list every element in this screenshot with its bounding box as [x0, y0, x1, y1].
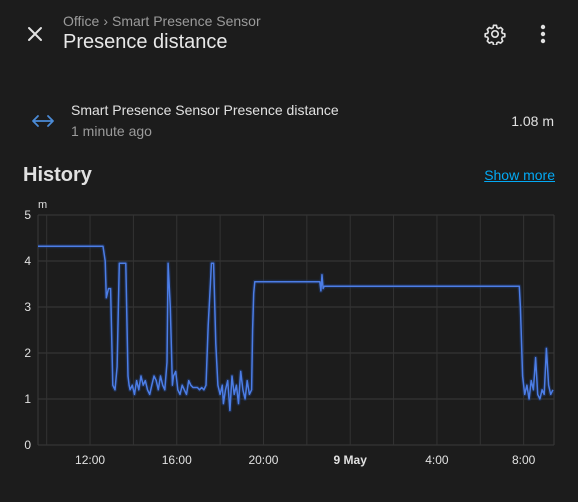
y-tick-label: 5 — [24, 208, 31, 222]
last-changed: 1 minute ago — [71, 123, 152, 139]
settings-button[interactable] — [479, 18, 511, 50]
y-tick-label: 4 — [24, 254, 31, 268]
y-tick-label: 3 — [24, 300, 31, 314]
overflow-menu-button[interactable] — [527, 18, 559, 50]
page-title: Presence distance — [63, 31, 228, 53]
y-tick-label: 0 — [24, 438, 31, 452]
chevron-right-icon: › — [103, 13, 108, 29]
x-tick-label: 4:00 — [425, 453, 449, 467]
y-tick-label: 2 — [24, 346, 31, 360]
dialog-header: Office › Smart Presence Sensor Presence … — [0, 0, 578, 70]
x-tick-label: 9 May — [334, 453, 368, 467]
entity-state: 1.08 m — [511, 113, 554, 129]
entity-name: Smart Presence Sensor Presence distance — [71, 102, 339, 118]
history-chart[interactable]: 0 1 2 3 4 5m 12:00 16:00 20:00 9 May 4:00 8:00 — [0, 196, 578, 476]
x-tick-label: 16:00 — [162, 453, 192, 467]
y-axis-label: m — [38, 199, 47, 211]
close-button[interactable] — [19, 18, 51, 50]
x-tick-label: 20:00 — [248, 453, 278, 467]
series-line — [38, 245, 554, 412]
breadcrumb-area[interactable]: Office — [63, 13, 100, 29]
entity-row: Smart Presence Sensor Presence distance … — [0, 92, 578, 148]
cog-icon — [484, 24, 506, 45]
history-heading: History — [23, 164, 92, 186]
show-more-link[interactable]: Show more — [484, 167, 555, 183]
x-tick-label: 8:00 — [512, 453, 536, 467]
close-icon — [28, 27, 42, 41]
breadcrumb: Office › Smart Presence Sensor — [63, 13, 261, 29]
breadcrumb-device[interactable]: Smart Presence Sensor — [111, 13, 261, 29]
dots-vertical-icon — [540, 24, 546, 44]
arrow-left-right-icon — [32, 115, 54, 127]
x-tick-label: 12:00 — [75, 453, 105, 467]
y-tick-label: 1 — [24, 392, 31, 406]
